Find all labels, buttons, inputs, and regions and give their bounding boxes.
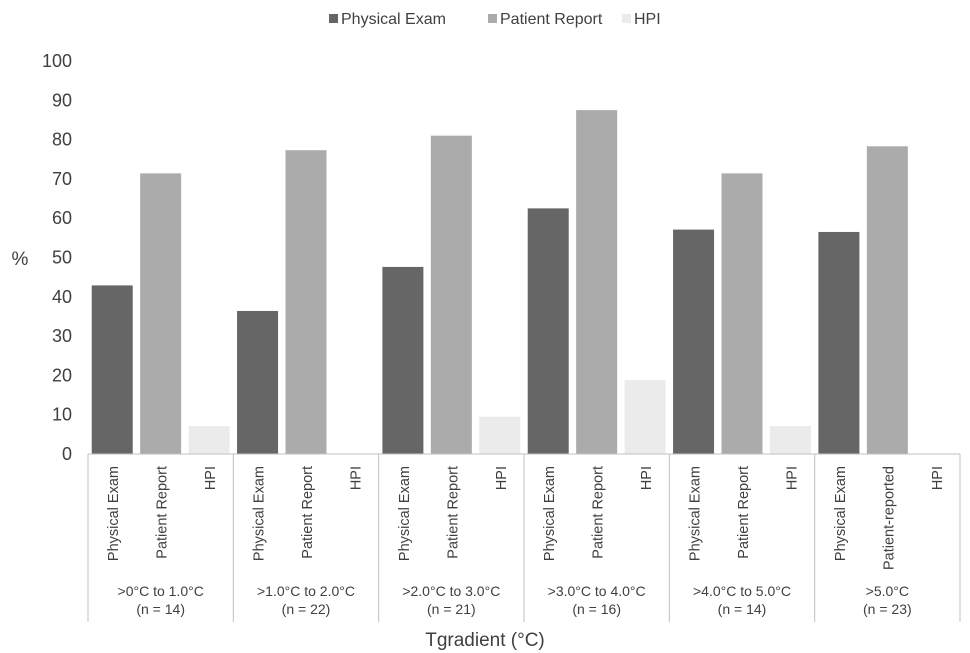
bar-category-label: HPI bbox=[784, 466, 800, 490]
bar bbox=[237, 310, 279, 454]
bar bbox=[188, 426, 230, 454]
y-axis-title: % bbox=[12, 249, 29, 270]
group-label: >1.0°C to 2.0°C bbox=[257, 583, 355, 599]
y-tick-label: 30 bbox=[52, 326, 72, 346]
group-n-label: (n = 14) bbox=[718, 601, 767, 617]
group-n-label: (n = 14) bbox=[136, 601, 185, 617]
legend: Physical Exam Patient Report HPI bbox=[329, 11, 661, 28]
group-label: >4.0°C to 5.0°C bbox=[693, 583, 791, 599]
bar-category-label: HPI bbox=[494, 466, 510, 490]
bar bbox=[673, 229, 715, 454]
bar-category-label: Patient Report bbox=[155, 466, 171, 559]
legend-swatch bbox=[329, 14, 338, 23]
legend-swatch bbox=[488, 14, 497, 23]
y-axis: 0 10 20 30 40 50 60 70 80 90 100 bbox=[42, 51, 72, 464]
bar-category-label: Patient Report bbox=[591, 466, 607, 559]
bar bbox=[285, 150, 327, 454]
bar bbox=[624, 380, 666, 454]
y-tick-label: 50 bbox=[52, 248, 72, 268]
bar bbox=[866, 146, 908, 454]
bar-category-label: Physical Exam bbox=[688, 466, 704, 561]
bar-category-label: Patient Report bbox=[445, 466, 461, 559]
bar bbox=[721, 173, 763, 454]
x-axis-title: Tgradient (°C) bbox=[425, 630, 545, 651]
bar-category-label: Physical Exam bbox=[252, 466, 268, 561]
y-tick-label: 70 bbox=[52, 169, 72, 189]
legend-label: HPI bbox=[634, 11, 661, 28]
y-tick-label: 20 bbox=[52, 365, 72, 385]
bar-category-label: Physical Exam bbox=[106, 466, 122, 561]
bar-category-label: Physical Exam bbox=[833, 466, 849, 561]
group-n-label: (n = 22) bbox=[282, 601, 331, 617]
bar bbox=[576, 110, 618, 454]
bar bbox=[818, 231, 860, 454]
y-tick-label: 40 bbox=[52, 287, 72, 307]
bar-category-label: HPI bbox=[930, 466, 946, 490]
bar bbox=[769, 426, 811, 454]
bar bbox=[140, 173, 182, 454]
y-tick-label: 80 bbox=[52, 130, 72, 150]
bar bbox=[91, 285, 133, 454]
bar-category-label: Patient Report bbox=[736, 466, 752, 559]
y-tick-label: 0 bbox=[62, 444, 72, 464]
bar bbox=[382, 266, 424, 454]
bar bbox=[430, 135, 472, 455]
x-axis: Physical Exam Patient Report HPI >0°C to 1.… bbox=[87, 453, 961, 622]
group-n-label: (n = 23) bbox=[863, 601, 912, 617]
y-tick-label: 100 bbox=[42, 51, 72, 71]
legend-swatch bbox=[622, 14, 631, 23]
bars bbox=[91, 110, 908, 455]
bar-category-label: HPI bbox=[639, 466, 655, 490]
bar-category-label: Patient-reported bbox=[881, 466, 897, 570]
group-label: >5.0°C bbox=[866, 583, 909, 599]
group-n-label: (n = 21) bbox=[427, 601, 476, 617]
bar-category-label: HPI bbox=[203, 466, 219, 490]
group-label: >0°C to 1.0°C bbox=[118, 583, 204, 599]
group-label: >3.0°C to 4.0°C bbox=[548, 583, 646, 599]
bar bbox=[527, 208, 569, 454]
group-label: >2.0°C to 3.0°C bbox=[402, 583, 500, 599]
bar-category-label: HPI bbox=[348, 466, 364, 490]
group-n-label: (n = 16) bbox=[572, 601, 621, 617]
y-tick-label: 60 bbox=[52, 208, 72, 228]
bar bbox=[479, 416, 521, 454]
y-tick-label: 10 bbox=[52, 405, 72, 425]
bar-category-label: Physical Exam bbox=[542, 466, 558, 561]
bar-category-label: Patient Report bbox=[300, 466, 316, 559]
y-tick-label: 90 bbox=[52, 90, 72, 110]
bar-category-label: Physical Exam bbox=[397, 466, 413, 561]
legend-label: Physical Exam bbox=[341, 11, 446, 28]
legend-label: Patient Report bbox=[500, 11, 603, 28]
